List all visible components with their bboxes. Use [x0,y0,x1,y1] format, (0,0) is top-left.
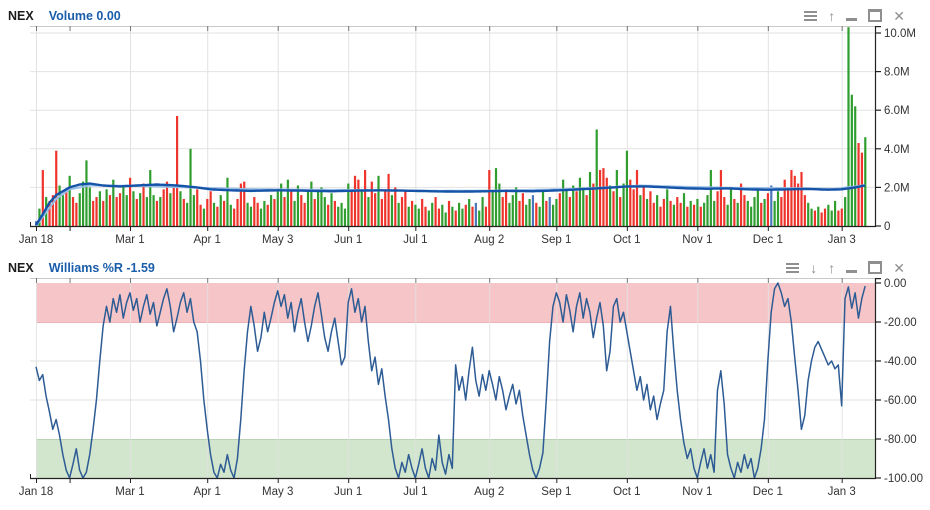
y-tick-label: 4.0M [884,144,910,156]
x-tick-label: Dec 1 [753,486,783,498]
volume-panel-toolbar: ↑ ✕ [804,8,905,23]
williams-panel-header: NEX Williams %R -1.59 ↓ ↑ ✕ [0,252,930,278]
symbol-label: NEX [8,8,34,23]
y-tick-label: 2.0M [884,182,910,194]
x-tick-label: Oct 1 [613,486,640,498]
gridlines [30,27,875,226]
y-tick-label: -80.00 [884,434,917,446]
williams-panel: NEX Williams %R -1.59 ↓ ↑ ✕ 0.00 -20.00 -4… [0,252,930,506]
move-up-icon[interactable]: ↑ [828,7,836,24]
y-tick-label: -60.00 [884,395,917,407]
x-tick-label: Dec 1 [753,234,783,246]
williams-r-line [35,282,866,479]
x-tick-label: Jun 1 [334,234,362,246]
y-tick-label: 6.0M [884,105,910,117]
y-tick-label: -20.00 [884,317,917,329]
williams-chart[interactable]: 0.00 -20.00 -40.00 -60.00 -80.00 -100.00 Jan 1… [0,278,930,506]
move-down-icon[interactable]: ↓ [810,259,818,276]
x-tick-label: Mar 1 [115,234,144,246]
x-tick-label: May 3 [262,234,293,246]
williams-panel-toolbar: ↓ ↑ ✕ [786,260,905,275]
volume-study-label[interactable]: Volume 0.00 [48,8,121,23]
volume-bars [35,27,867,227]
x-tick-label: Sep 1 [541,234,571,246]
symbol-label: NEX [8,260,34,275]
x-tick-label: Apr 1 [193,486,221,498]
axes: 0.00 -20.00 -40.00 -60.00 -80.00 -100.00 Jan 1… [19,278,923,498]
x-tick-label: Jun 1 [334,486,362,498]
y-tick-label: 8.0M [884,67,910,79]
maximize-icon[interactable] [868,260,883,275]
x-tick-label: Sep 1 [541,486,571,498]
minimize-icon[interactable] [846,260,858,275]
maximize-icon[interactable] [868,8,883,23]
axes: 10.0M 8.0M 6.0M 4.0M 2.0M 0 Jan 18 Mar 1 Apr 1 Ma… [19,26,916,246]
x-tick-label: Jan 3 [828,486,856,498]
close-icon[interactable]: ✕ [893,7,905,24]
minimize-icon[interactable] [846,8,858,23]
x-tick-label: Aug 2 [474,234,504,246]
x-tick-label: Oct 1 [613,234,640,246]
x-tick-label: Jul 1 [403,486,427,498]
close-icon[interactable]: ✕ [893,259,905,276]
x-tick-label: Apr 1 [193,234,221,246]
volume-panel-header: NEX Volume 0.00 ↑ ✕ [0,0,930,26]
y-tick-label: -40.00 [884,356,917,368]
menu-icon[interactable] [804,8,818,23]
y-tick-label: 0 [884,221,890,233]
x-tick-label: May 3 [262,486,293,498]
x-tick-label: Jul 1 [403,234,427,246]
x-tick-label: Jan 18 [19,234,54,246]
x-tick-label: Nov 1 [682,234,712,246]
x-tick-label: Nov 1 [682,486,712,498]
volume-chart[interactable]: 10.0M 8.0M 6.0M 4.0M 2.0M 0 Jan 18 Mar 1 Apr 1 Ma… [0,26,930,252]
gridlines [30,283,875,478]
x-tick-label: Aug 2 [474,486,504,498]
x-tick-label: Jan 3 [828,234,856,246]
y-tick-label: -100.00 [884,473,923,485]
menu-icon[interactable] [786,260,800,275]
x-tick-label: Jan 18 [19,486,54,498]
move-up-icon[interactable]: ↑ [828,259,836,276]
y-tick-label: 10.0M [884,28,916,40]
williams-study-label[interactable]: Williams %R -1.59 [48,260,155,275]
volume-panel: NEX Volume 0.00 ↑ ✕ 10.0M 8.0M 6.0M 4.0M 2.0… [0,0,930,252]
y-tick-label: 0.00 [884,278,906,290]
volume-ma-lines [34,182,866,227]
x-tick-label: Mar 1 [115,486,144,498]
threshold-bands [36,283,875,478]
